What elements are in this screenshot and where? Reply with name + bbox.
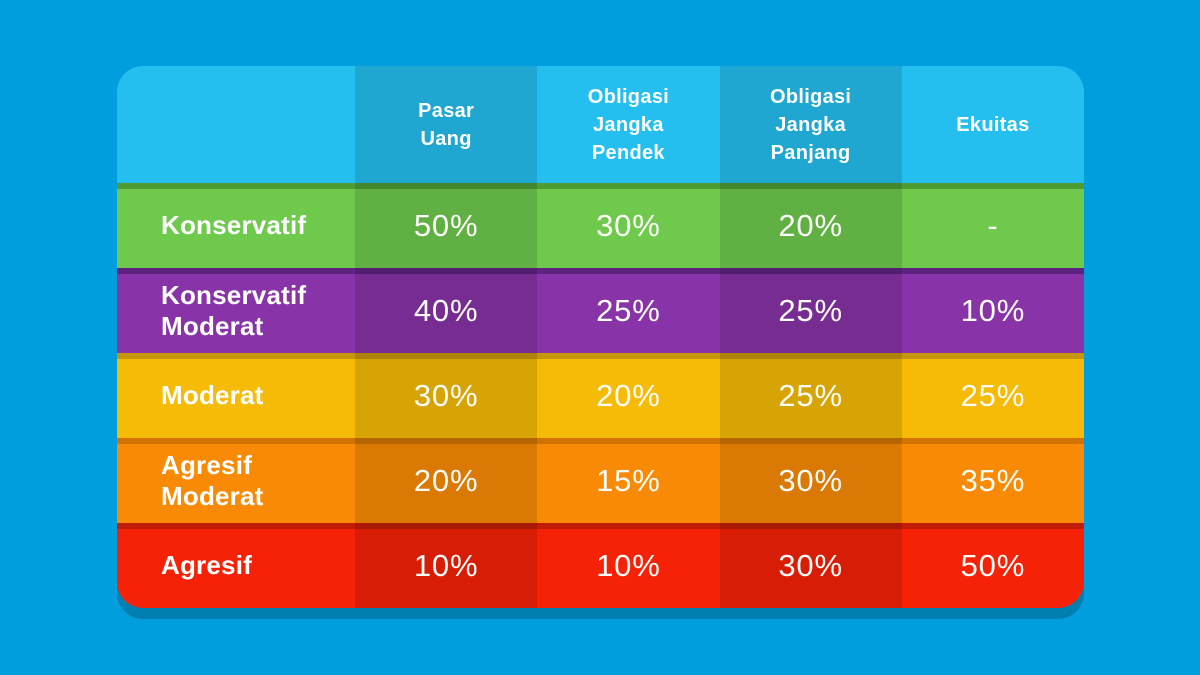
allocation-value: 30% <box>778 547 843 583</box>
row-label: Agresif <box>161 550 252 581</box>
row-label: Konservatif <box>161 210 307 241</box>
allocation-value: 50% <box>413 207 479 243</box>
allocation-table: Pasar Uang Obligasi Jangka Pendek Obliga… <box>117 66 1084 608</box>
row-label: Konservatif Moderat <box>161 279 307 341</box>
row-label-cell: Konservatif Moderat <box>117 268 355 353</box>
row-top-accent <box>117 183 1084 189</box>
row-agresif: Agresif 10% 10% 30% 50% <box>117 523 1084 608</box>
header-label: Obligasi Jangka Pendek <box>587 85 670 164</box>
allocation-value: 10% <box>413 547 479 583</box>
value-cell: 25% <box>719 268 902 353</box>
allocation-value: 20% <box>413 462 479 498</box>
allocation-value: 40% <box>413 292 479 328</box>
row-label-cell: Moderat <box>117 353 355 438</box>
row-label-cell: Konservatif <box>117 183 355 268</box>
value-cell: 25% <box>537 268 719 353</box>
allocation-value: 50% <box>960 547 1026 583</box>
value-cell: - <box>902 183 1084 268</box>
row-agresif-moderat: Agresif Moderat 20% 15% 30% 35% <box>117 438 1084 523</box>
header-cell-empty <box>117 66 355 183</box>
row-label: Agresif Moderat <box>161 449 264 511</box>
value-cell: 30% <box>719 438 902 523</box>
value-cell: 50% <box>355 183 538 268</box>
header-label: Pasar Uang <box>418 99 475 150</box>
value-cell: 25% <box>719 353 902 438</box>
header-cell-obligasi-jangka-panjang: Obligasi Jangka Panjang <box>719 66 902 183</box>
row-konservatif: Konservatif 50% 30% 20% - <box>117 183 1084 268</box>
value-cell: 30% <box>355 353 538 438</box>
table-header-row: Pasar Uang Obligasi Jangka Pendek Obliga… <box>117 66 1084 183</box>
value-cell: 30% <box>719 523 902 608</box>
value-cell: 20% <box>355 438 538 523</box>
allocation-value: 10% <box>596 547 661 583</box>
value-cell: 20% <box>719 183 902 268</box>
header-cell-ekuitas: Ekuitas <box>902 66 1084 183</box>
allocation-value: 25% <box>596 292 661 328</box>
allocation-value: 25% <box>778 292 843 328</box>
header-cell-pasar-uang: Pasar Uang <box>355 66 538 183</box>
header-cell-obligasi-jangka-pendek: Obligasi Jangka Pendek <box>537 66 719 183</box>
value-cell: 35% <box>902 438 1084 523</box>
row-top-accent <box>117 268 1084 274</box>
value-cell: 20% <box>537 353 719 438</box>
row-konservatif-moderat: Konservatif Moderat 40% 25% 25% 10% <box>117 268 1084 353</box>
value-cell: 10% <box>355 523 538 608</box>
value-cell: 15% <box>537 438 719 523</box>
value-cell: 40% <box>355 268 538 353</box>
row-label-cell: Agresif Moderat <box>117 438 355 523</box>
value-cell: 10% <box>537 523 719 608</box>
allocation-value: 20% <box>778 207 843 243</box>
allocation-value: 35% <box>960 462 1026 498</box>
allocation-value: 20% <box>596 377 661 413</box>
header-label: Obligasi Jangka Panjang <box>769 85 852 164</box>
allocation-value: 30% <box>596 207 661 243</box>
row-top-accent <box>117 353 1084 359</box>
row-moderat: Moderat 30% 20% 25% 25% <box>117 353 1084 438</box>
row-label-cell: Agresif <box>117 523 355 608</box>
allocation-value: 30% <box>413 377 479 413</box>
row-label: Moderat <box>161 380 264 411</box>
allocation-value: - <box>987 207 999 243</box>
allocation-value: 25% <box>960 377 1026 413</box>
row-top-accent <box>117 523 1084 529</box>
value-cell: 10% <box>902 268 1084 353</box>
allocation-value: 15% <box>596 462 661 498</box>
allocation-value: 25% <box>778 377 843 413</box>
value-cell: 25% <box>902 353 1084 438</box>
allocation-value: 10% <box>960 292 1026 328</box>
header-label: Ekuitas <box>956 113 1030 136</box>
value-cell: 30% <box>537 183 719 268</box>
row-top-accent <box>117 438 1084 444</box>
value-cell: 50% <box>902 523 1084 608</box>
allocation-value: 30% <box>778 462 843 498</box>
